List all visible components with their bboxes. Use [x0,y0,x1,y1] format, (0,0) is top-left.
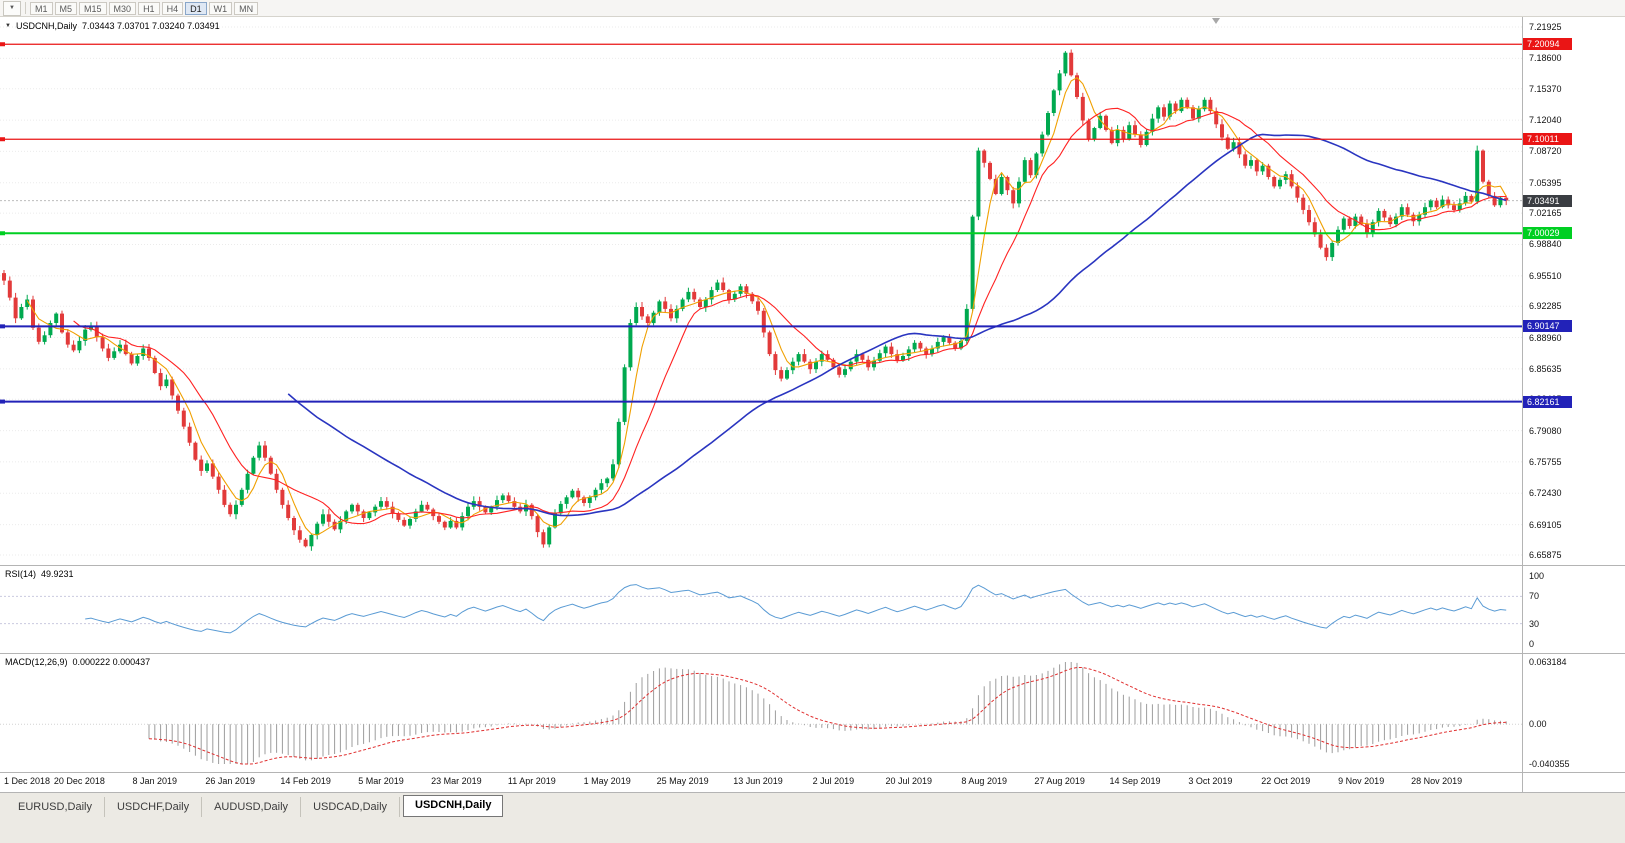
pane-separator[interactable] [0,653,1625,654]
time-axis-label: 28 Nov 2019 [1411,776,1463,786]
time-axis-label: 5 Mar 2019 [358,776,404,786]
price-axis-tick: 7.08720 [1529,146,1562,157]
macd-axis-tick: 0.00 [1529,719,1547,730]
timeframe-button-d1[interactable]: D1 [185,1,207,15]
chart-tab-eurusd[interactable]: EURUSD,Daily [6,797,105,817]
level-price-tag: 7.00029 [1523,227,1572,240]
rsi-axis-tick: 0 [1529,639,1535,649]
chart-tabs-bar: EURUSD,Daily USDCHF,Daily AUDUSD,Daily USDC… [0,792,1625,843]
time-axis-label: 25 May 2019 [656,776,709,786]
toolbar-separator [25,2,26,14]
price-axis-tick: 7.05395 [1529,177,1562,188]
time-axis-label: 3 Oct 2019 [1188,776,1233,786]
timeframe-button-h1[interactable]: H1 [138,1,160,15]
timeframe-button-mn[interactable]: MN [234,1,259,15]
price-axis-tick: 6.85635 [1529,363,1562,374]
pane-separator [0,772,1625,773]
rsi-name: RSI(14) [5,569,37,579]
level-price-tag: 7.20094 [1523,38,1572,51]
chart-tab-usdchf[interactable]: USDCHF,Daily [105,797,203,817]
chart-tab-usdcad[interactable]: USDCAD,Daily [301,797,401,817]
price-axis-tick: 7.12040 [1529,115,1562,126]
price-axis-tick: 7.18600 [1529,53,1562,64]
price-axis-tick: 6.69105 [1529,519,1562,530]
chart-tabs: EURUSD,Daily USDCHF,Daily AUDUSD,Daily USDC… [0,793,1625,817]
time-axis-label: 26 Jan 2019 [205,776,255,786]
price-axis-tick: 6.88960 [1529,332,1562,343]
level-price-tag: 6.90147 [1523,320,1572,333]
level-price-tag: 6.82161 [1523,395,1572,408]
macd-indicator-label: MACD(12,26,9) 0.000222 0.000437 [5,657,150,667]
time-axis-label: 11 Apr 2019 [507,776,556,786]
dropdown-arrow-icon: ▼ [9,5,15,11]
price-axis-tick: 6.65875 [1529,550,1562,560]
price-axis-tick: 6.92285 [1529,301,1562,312]
time-axis-label: 23 Mar 2019 [431,776,482,786]
rsi-axis-tick: 70 [1529,591,1540,602]
time-axis-label: 9 Nov 2019 [1338,776,1385,786]
time-axis-label: 2 Jul 2019 [812,776,855,786]
price-axis-tick: 6.98840 [1529,239,1562,250]
price-axis-tick: 6.75755 [1529,456,1562,467]
rsi-current-value: 49.9231 [41,569,74,579]
time-axis-label: 22 Oct 2019 [1261,776,1311,786]
timeframe-toolbar: ▼ M1 M5 M15 M30 H1 H4 D1 W1 MN [0,0,1625,17]
toolbar-dropdown-button[interactable]: ▼ [3,0,21,16]
price-axis-tick: 6.95510 [1529,270,1562,281]
time-axis-label: 1 May 2019 [583,776,631,786]
rsi-pane[interactable]: RSI(14) 49.9231 [0,566,1522,653]
time-axis-label: 1 Dec 2018 [4,776,51,786]
time-axis-label: 27 Aug 2019 [1034,776,1085,786]
price-axis-tick: 7.15370 [1529,83,1562,94]
timeframe-button-w1[interactable]: W1 [208,1,233,15]
chart-symbol-title: USDCNH,Daily [15,21,77,31]
chart-tab-usdcnh[interactable]: USDCNH,Daily [403,795,504,817]
macd-current-values: 0.000222 0.000437 [72,657,151,667]
time-axis-label: 14 Feb 2019 [280,776,331,786]
time-axis-label: 20 Dec 2018 [53,776,105,786]
chart-title-row: ▼ USDCNH,Daily 7.03443 7.03701 7.03240 7… [5,21,220,31]
current-price-tag: 7.03491 [1523,194,1572,207]
price-pane[interactable]: ▼ USDCNH,Daily 7.03443 7.03701 7.03240 7… [0,17,1522,565]
timeframe-button-m15[interactable]: M15 [79,1,107,15]
chart-shift-marker[interactable] [1212,18,1220,24]
macd-pane[interactable]: MACD(12,26,9) 0.000222 0.000437 [0,654,1522,772]
time-axis-label: 20 Jul 2019 [885,776,933,786]
chart-area: ▼ USDCNH,Daily 7.03443 7.03701 7.03240 7… [0,17,1625,792]
macd-name: MACD(12,26,9) [5,657,68,667]
macd-axis-tick: 0.063184 [1529,657,1567,667]
rsi-axis-tick: 30 [1529,618,1540,629]
rsi-indicator-label: RSI(14) 49.9231 [5,569,74,579]
timeframe-button-h4[interactable]: H4 [161,1,184,15]
price-axis-tick: 6.79080 [1529,425,1562,436]
chart-objects-dropdown-icon[interactable]: ▼ [5,23,11,29]
timeframe-button-m30[interactable]: M30 [108,1,137,15]
time-axis-label: 14 Sep 2019 [1109,776,1161,786]
timeframe-button-m5[interactable]: M5 [54,1,78,15]
rsi-chart-canvas[interactable] [0,566,1522,653]
chart-ohlc-values: 7.03443 7.03701 7.03240 7.03491 [81,21,220,31]
macd-axis-tick: -0.040355 [1529,759,1570,769]
timeframe-buttons-group: M1 M5 M15 M30 H1 H4 D1 W1 MN [30,1,260,15]
time-axis-label: 8 Aug 2019 [961,776,1007,786]
time-axis-label: 13 Jun 2019 [733,776,783,786]
price-axis[interactable]: 7.21925 7.18600 7.15370 7.12040 7.08720 7.053… [1522,17,1625,792]
time-axis-label: 8 Jan 2019 [132,776,178,786]
time-axis[interactable]: 1 Dec 2018 20 Dec 2018 8 Jan 2019 26 Jan 20… [0,773,1522,792]
chart-tab-audusd[interactable]: AUDUSD,Daily [202,797,302,817]
pane-separator[interactable] [0,565,1625,566]
level-price-tag: 7.10011 [1523,133,1572,146]
rsi-axis-tick: 100 [1529,571,1545,581]
price-axis-tick: 7.21925 [1529,22,1562,32]
price-chart-canvas[interactable] [0,17,1522,565]
price-axis-tick: 7.02165 [1529,208,1562,219]
macd-chart-canvas[interactable] [0,654,1522,772]
timeframe-button-m1[interactable]: M1 [30,1,53,15]
price-axis-tick: 6.72430 [1529,488,1562,499]
